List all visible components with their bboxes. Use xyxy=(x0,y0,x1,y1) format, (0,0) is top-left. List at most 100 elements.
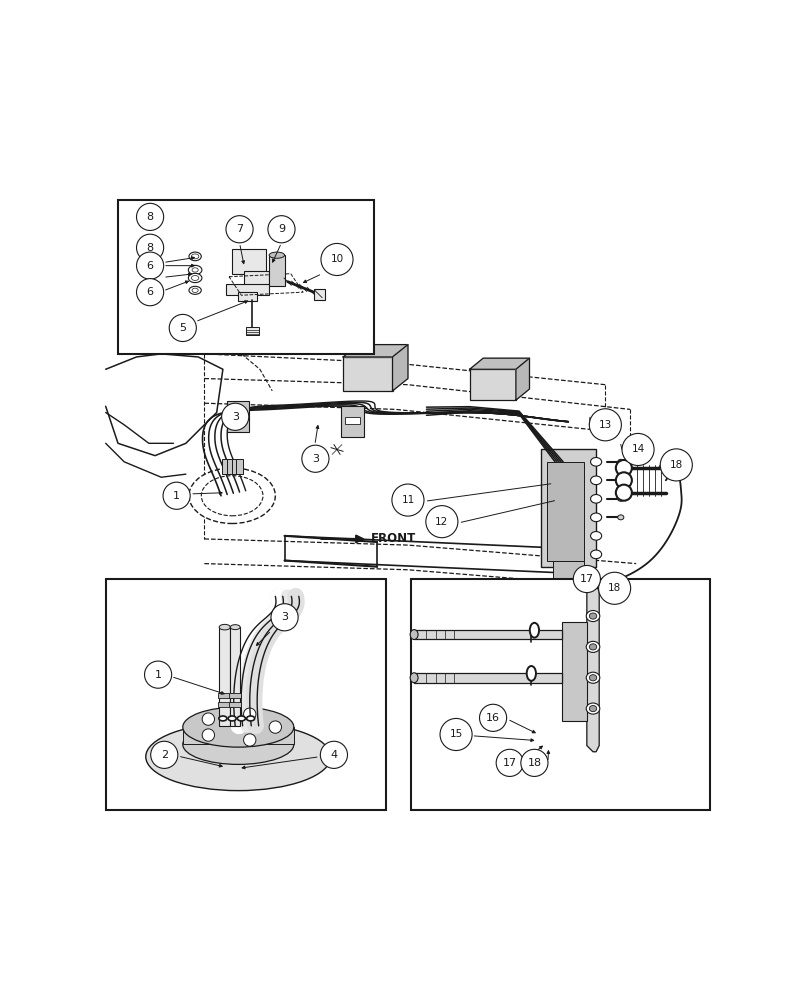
Text: 3: 3 xyxy=(232,412,239,422)
Ellipse shape xyxy=(192,288,198,292)
Polygon shape xyxy=(392,345,408,391)
Circle shape xyxy=(145,661,172,688)
Circle shape xyxy=(320,741,348,768)
Polygon shape xyxy=(470,358,529,369)
Circle shape xyxy=(244,708,256,720)
Ellipse shape xyxy=(618,459,624,464)
Circle shape xyxy=(302,445,329,472)
Bar xyxy=(219,627,230,726)
Circle shape xyxy=(163,482,190,509)
Text: 18: 18 xyxy=(528,758,541,768)
Ellipse shape xyxy=(591,457,602,466)
Text: 13: 13 xyxy=(599,420,612,430)
Ellipse shape xyxy=(189,468,275,524)
Ellipse shape xyxy=(191,254,199,259)
Text: 9: 9 xyxy=(278,224,285,234)
Bar xyxy=(269,255,285,286)
Text: 8: 8 xyxy=(146,212,154,222)
Text: 4: 4 xyxy=(330,750,338,760)
Circle shape xyxy=(202,713,215,725)
Bar xyxy=(229,693,241,698)
Ellipse shape xyxy=(183,707,294,747)
Circle shape xyxy=(440,718,472,751)
Ellipse shape xyxy=(591,495,602,503)
Ellipse shape xyxy=(586,641,600,652)
Circle shape xyxy=(170,314,197,342)
Polygon shape xyxy=(343,345,408,357)
Ellipse shape xyxy=(189,265,202,275)
Ellipse shape xyxy=(237,716,245,721)
Bar xyxy=(118,200,374,354)
Text: 18: 18 xyxy=(669,460,683,470)
Bar xyxy=(547,462,583,561)
Ellipse shape xyxy=(192,268,198,272)
Ellipse shape xyxy=(219,716,227,721)
Text: 11: 11 xyxy=(401,495,415,505)
Bar xyxy=(106,579,386,810)
Bar xyxy=(230,627,240,726)
Circle shape xyxy=(573,565,600,593)
Bar xyxy=(414,630,562,639)
Text: 7: 7 xyxy=(236,224,243,234)
Text: FRONT: FRONT xyxy=(371,532,416,545)
Circle shape xyxy=(622,433,654,466)
Text: 17: 17 xyxy=(579,574,594,584)
Bar xyxy=(562,622,587,721)
Text: 1: 1 xyxy=(154,670,162,680)
Bar xyxy=(246,327,259,335)
Ellipse shape xyxy=(618,496,624,501)
Circle shape xyxy=(244,734,256,746)
Ellipse shape xyxy=(589,644,597,650)
Circle shape xyxy=(599,572,630,604)
Ellipse shape xyxy=(219,624,230,630)
Text: 2: 2 xyxy=(161,750,168,760)
Bar xyxy=(244,271,269,286)
Text: 15: 15 xyxy=(450,729,462,739)
Ellipse shape xyxy=(189,273,202,283)
Ellipse shape xyxy=(530,623,539,638)
Circle shape xyxy=(521,749,548,776)
Bar xyxy=(231,412,246,420)
Ellipse shape xyxy=(146,723,331,791)
Bar xyxy=(411,579,710,810)
Circle shape xyxy=(321,243,353,276)
Ellipse shape xyxy=(591,476,602,485)
Ellipse shape xyxy=(586,703,600,714)
Polygon shape xyxy=(587,585,599,752)
Bar xyxy=(227,401,249,432)
Circle shape xyxy=(137,234,164,261)
Bar xyxy=(232,459,238,474)
Bar xyxy=(226,284,269,295)
Text: 12: 12 xyxy=(435,517,448,527)
Ellipse shape xyxy=(189,286,201,294)
Circle shape xyxy=(137,203,164,230)
Bar xyxy=(221,459,228,474)
Ellipse shape xyxy=(589,613,597,619)
Ellipse shape xyxy=(228,716,236,721)
Text: 18: 18 xyxy=(608,583,621,593)
Ellipse shape xyxy=(591,513,602,522)
Circle shape xyxy=(496,749,523,776)
Bar xyxy=(238,292,257,301)
Ellipse shape xyxy=(591,532,602,540)
Ellipse shape xyxy=(230,625,240,630)
Circle shape xyxy=(392,484,424,516)
Text: 8: 8 xyxy=(146,243,154,253)
Bar xyxy=(232,249,266,274)
Bar xyxy=(343,357,392,391)
Ellipse shape xyxy=(410,630,418,639)
Ellipse shape xyxy=(269,252,285,258)
Ellipse shape xyxy=(201,476,263,516)
Circle shape xyxy=(137,279,164,306)
Circle shape xyxy=(426,506,458,538)
Bar xyxy=(236,459,243,474)
Text: 3: 3 xyxy=(312,454,319,464)
Ellipse shape xyxy=(191,276,199,280)
Text: 1: 1 xyxy=(173,491,180,501)
Circle shape xyxy=(616,460,632,476)
Bar xyxy=(218,693,232,698)
Ellipse shape xyxy=(589,675,597,681)
Bar xyxy=(470,369,516,400)
Bar xyxy=(227,459,232,474)
Circle shape xyxy=(221,403,249,430)
